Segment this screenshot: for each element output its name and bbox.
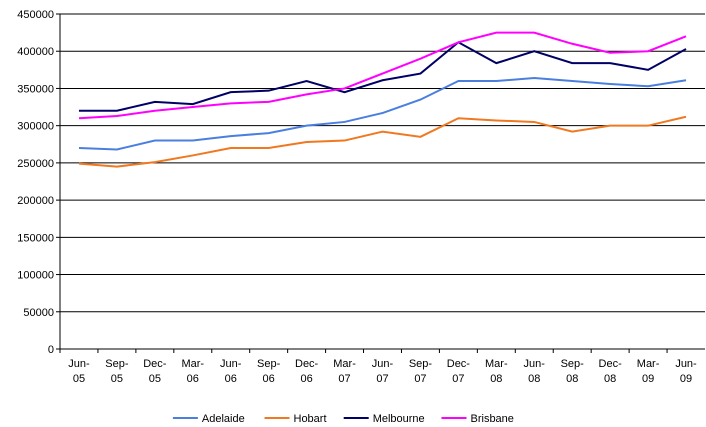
x-tick-label: Jun-07 xyxy=(372,358,394,385)
x-tick-label: Mar-06 xyxy=(181,358,204,385)
y-tick-label: 450000 xyxy=(17,9,54,21)
y-tick-label: 200000 xyxy=(17,195,54,207)
series-line xyxy=(78,41,687,112)
legend-label: Melbourne xyxy=(373,413,425,425)
series-line xyxy=(78,77,687,151)
x-tick-label: Sep-07 xyxy=(409,358,433,385)
x-tick-label: Sep-06 xyxy=(257,358,281,385)
x-tick-label: Dec-05 xyxy=(143,358,167,385)
y-tick-label: 150000 xyxy=(17,232,54,244)
series-line xyxy=(78,31,687,120)
x-tick-label: Jun-06 xyxy=(220,358,242,385)
x-tick-label: Jun-08 xyxy=(524,358,546,385)
legend-label: Brisbane xyxy=(471,413,514,425)
y-tick-label: 100000 xyxy=(17,270,54,282)
x-tick-label: Jun-09 xyxy=(675,358,697,385)
legend-label: Hobart xyxy=(294,413,327,425)
y-tick-label: 300000 xyxy=(17,121,54,133)
x-tick-label: Mar-09 xyxy=(637,358,660,385)
y-tick-label: 250000 xyxy=(17,158,54,170)
x-tick-label: Mar-08 xyxy=(485,358,508,385)
y-tick-label: 350000 xyxy=(17,83,54,95)
y-tick-label: 50000 xyxy=(23,307,54,319)
x-tick-label: Sep-08 xyxy=(561,358,585,385)
x-tick-label: Mar-07 xyxy=(333,358,356,385)
y-tick-label: 0 xyxy=(48,344,54,356)
series-line xyxy=(78,115,687,168)
x-tick-label: Dec-07 xyxy=(447,358,471,385)
y-tick-label: 400000 xyxy=(17,46,54,58)
legend-label: Adelaide xyxy=(202,413,245,425)
x-tick-label: Sep-05 xyxy=(105,358,129,385)
x-tick-label: Dec-06 xyxy=(295,358,319,385)
x-tick-label: Jun-05 xyxy=(68,358,90,385)
x-tick-label: Dec-08 xyxy=(599,358,623,385)
